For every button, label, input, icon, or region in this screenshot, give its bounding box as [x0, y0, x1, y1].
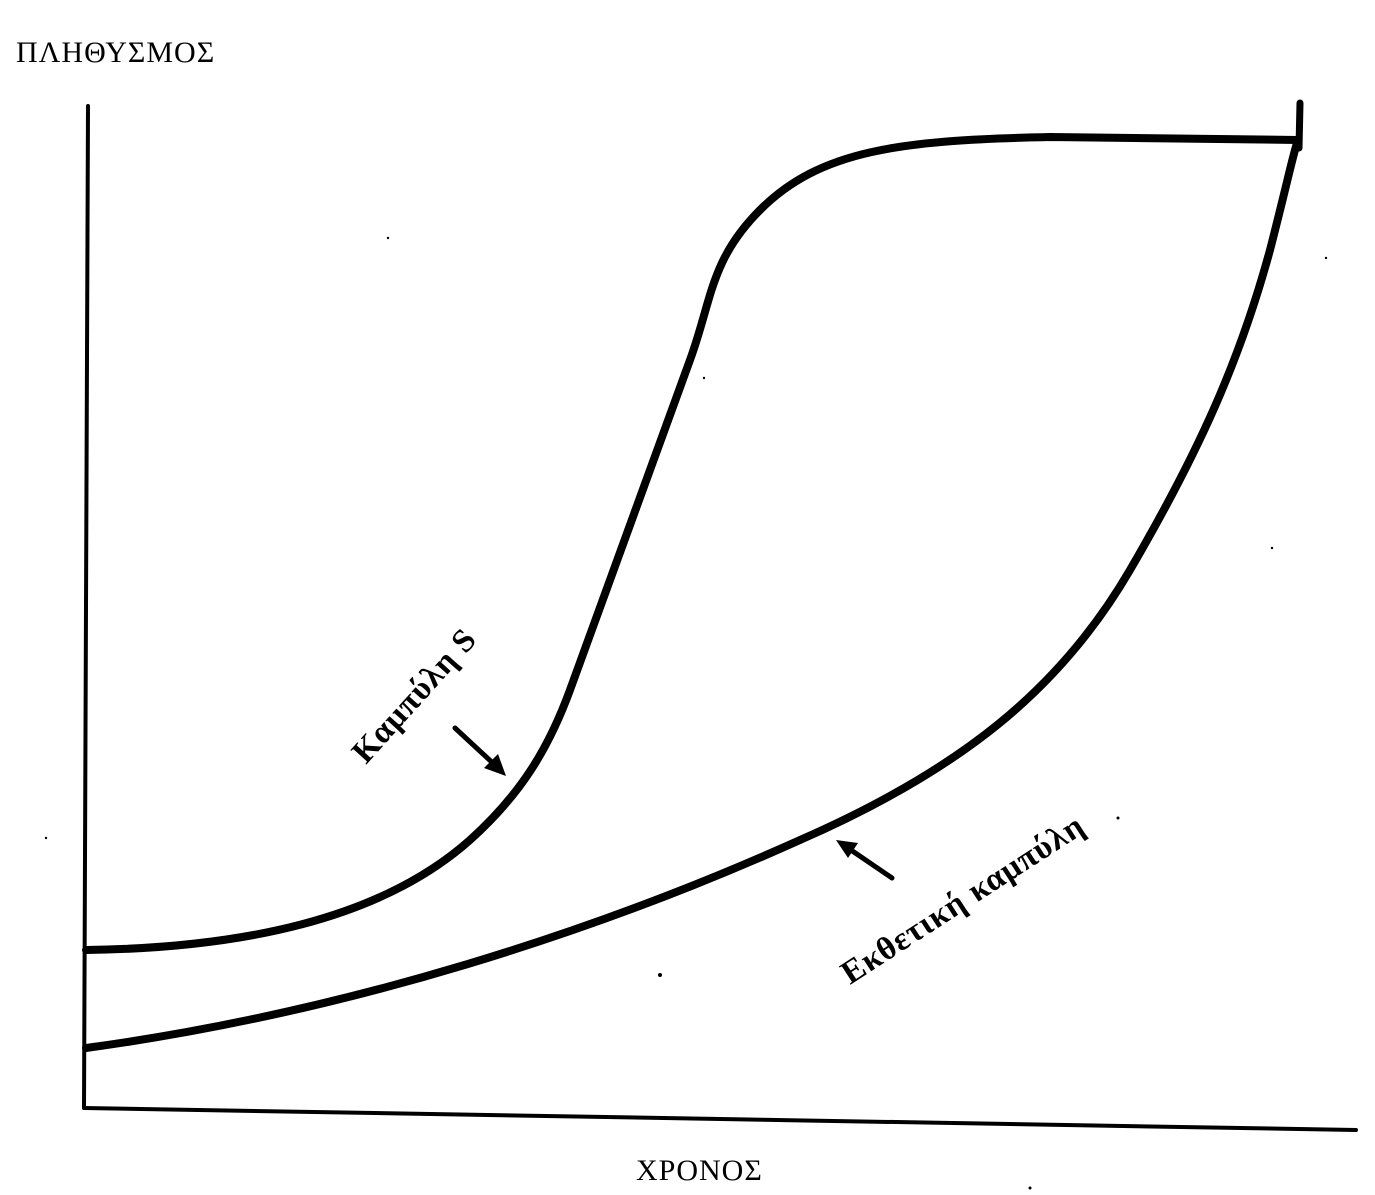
s-curve-arrow — [452, 725, 506, 776]
x-axis-title: ΧΡΟΝΟΣ — [636, 1154, 763, 1187]
exponential-curve-arrow — [836, 840, 895, 881]
y-axis-title: ΠΛΗΘΥΣΜΟΣ — [16, 36, 215, 69]
s-curve-label: Καμπύλη S — [345, 621, 484, 770]
exponential-curve-line — [82, 136, 1302, 1052]
scan-speckles — [44, 236, 1328, 1190]
y-axis-line — [82, 104, 90, 1110]
exponential-curve-label: Εκθετική καμπύλη — [835, 808, 1092, 992]
s-curve-line — [82, 133, 1302, 954]
x-axis-line — [82, 1106, 1358, 1132]
